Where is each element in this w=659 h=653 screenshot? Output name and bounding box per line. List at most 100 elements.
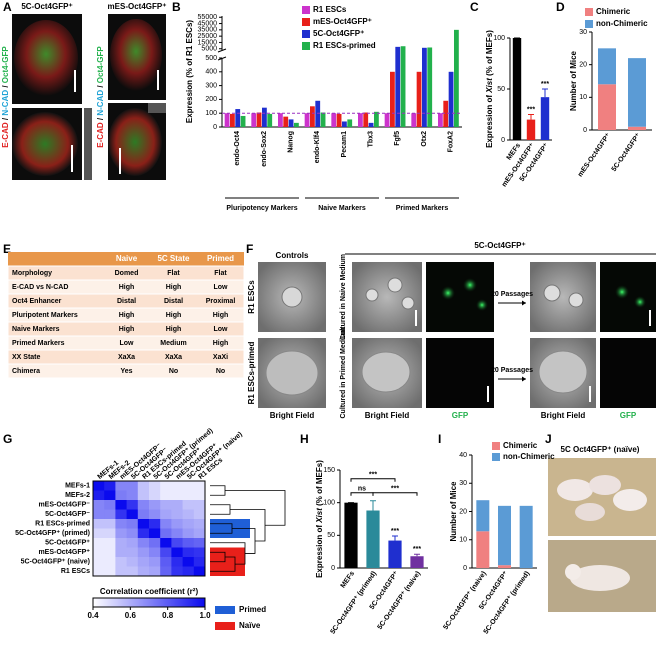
group-label: Naive Markers: [318, 205, 366, 212]
heat-cell: [93, 509, 105, 520]
x-tick-label: 5C-Oct4GFP⁺ (primed): [483, 570, 532, 635]
bar: [278, 113, 283, 127]
bar: [411, 113, 417, 127]
heat-cell: [104, 490, 116, 501]
y-tick-label: 15000: [198, 39, 218, 46]
panel-label: D: [556, 0, 565, 14]
stain-part: /: [1, 116, 10, 123]
stain-part: /: [1, 83, 10, 90]
y-axis-label-part: Xist: [315, 508, 324, 524]
y-axis-label-part: (% of MEFs): [485, 30, 494, 78]
y-axis-label: Number of Mice: [569, 50, 578, 111]
table-cell: High: [213, 340, 229, 347]
y-tick-label: 25000: [198, 33, 218, 40]
heat-cell: [115, 547, 127, 558]
y-tick-label: 55000: [198, 14, 218, 21]
bar: [262, 107, 267, 127]
y-axis-label-part: (% of MEFs): [315, 460, 324, 508]
heat-cell: [93, 566, 105, 577]
axis-break: [217, 48, 227, 53]
heat-cell: [137, 519, 150, 529]
heat-cell: [104, 481, 116, 491]
x-tick-label: Tbx3: [368, 131, 375, 147]
heat-cell: [137, 509, 150, 520]
heat-cell: [126, 557, 139, 567]
comparison-bracket: [372, 492, 418, 496]
bar: [224, 113, 230, 127]
heat-cell: [137, 547, 150, 558]
bar: [410, 556, 424, 568]
panel-label: E: [3, 242, 11, 256]
heat-cell: [193, 519, 206, 529]
column-label: Bright Field: [365, 411, 410, 420]
bar: [400, 46, 406, 127]
table-header: Primed: [207, 254, 234, 263]
table-cell: Domed: [115, 270, 139, 277]
heat-cell: [160, 509, 172, 520]
y-axis-label: Expression (% of R1 ESCs): [185, 20, 194, 123]
x-tick-label: endo-Sox2: [261, 131, 268, 167]
bar: [358, 113, 363, 127]
bar: [598, 48, 616, 85]
y-axis-label-part: Xist: [485, 78, 494, 94]
value-annotation: ***: [527, 106, 535, 113]
heat-cell: [126, 500, 139, 510]
heat-cell: [104, 538, 116, 548]
bar: [454, 29, 459, 127]
table-cell: High: [213, 312, 229, 319]
column-label: GFP: [620, 411, 637, 420]
heat-cell: [115, 566, 127, 577]
panel-label: I: [438, 432, 441, 446]
heat-cell: [126, 547, 139, 558]
row-label: 5C-Oct4GFP⁺ (primed): [15, 530, 90, 537]
legend-swatch: [215, 606, 235, 614]
heat-cell: [160, 566, 172, 577]
heat-cell: [171, 500, 183, 510]
heat-cell: [171, 528, 183, 539]
panel-label: G: [3, 432, 12, 446]
heat-cell: [104, 547, 116, 558]
table-cell: Proximal: [206, 298, 236, 305]
error-bar: [370, 500, 376, 511]
bar: [476, 500, 490, 532]
y-axis-label: Number of Mice: [449, 481, 458, 542]
heat-cell: [160, 538, 172, 548]
bar: [368, 122, 374, 127]
x-tick-label: MEFs: [340, 570, 357, 589]
heat-cell: [149, 500, 161, 510]
bar: [598, 84, 616, 130]
bar: [336, 113, 342, 127]
heat-cell: [104, 566, 116, 577]
heat-cell: [182, 566, 195, 577]
x-tick-label: Fgf5: [394, 131, 401, 146]
heat-cell: [160, 500, 172, 510]
heat-cell: [93, 519, 105, 529]
heat-cell: [193, 538, 206, 548]
heat-cell: [182, 481, 195, 491]
legend-label: Chimeric: [503, 441, 538, 450]
x-tick-label: Nanog: [288, 131, 295, 153]
bar: [395, 46, 401, 127]
heat-cell: [171, 547, 183, 558]
legend-label: R1 ESCs: [313, 5, 347, 14]
y-axis-label: Expression of Xist (% of MEFs): [485, 30, 494, 148]
panel-a-images: [12, 14, 166, 180]
heat-cell: [193, 557, 206, 567]
heat-cell: [115, 500, 127, 510]
heat-cell: [137, 490, 150, 501]
passages-label: 20 Passages: [491, 291, 533, 298]
y-tick-label: 40: [459, 452, 467, 459]
legend-label: non-Chimeric: [503, 452, 555, 461]
bar: [288, 119, 294, 127]
legend-label: Naïve: [239, 621, 261, 630]
heat-cell: [93, 538, 105, 548]
table-row-bg: [7, 363, 245, 379]
heat-cell: [137, 481, 150, 491]
stain-part: E-CAD: [96, 122, 105, 148]
legend-swatch: [492, 453, 500, 461]
bar: [438, 113, 443, 127]
stain-part: /: [96, 116, 105, 123]
controls-label: Controls: [276, 251, 309, 260]
heat-cell: [182, 538, 195, 548]
error-bar: [414, 553, 420, 557]
